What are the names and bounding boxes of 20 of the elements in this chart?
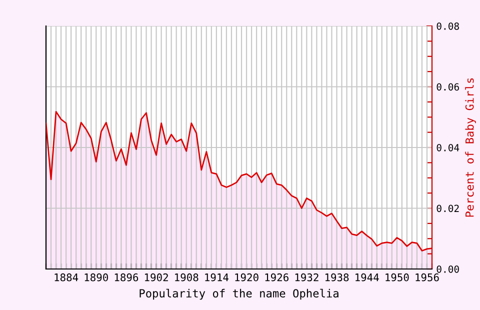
x-tick-label: 1908: [175, 273, 198, 282]
x-tick-label: 1938: [325, 273, 349, 282]
x-tick-label: 1944: [356, 273, 379, 282]
x-tick-label: 1896: [114, 273, 138, 282]
x-tick-label: 1950: [386, 273, 409, 282]
y-tick-label: 0.02: [436, 204, 459, 212]
x-axis-title: Popularity of the name Ophelia: [140, 288, 338, 300]
x-tick-label: 1926: [265, 273, 288, 282]
y-axis-title: Percent of Baby Girls: [465, 78, 476, 217]
y-tick-label: 0.00: [436, 266, 459, 273]
x-tick-label: 1890: [84, 273, 108, 282]
x-tick-label: 1920: [235, 273, 258, 282]
y-tick-label: 0.06: [436, 83, 459, 91]
y-tick-label: 0.04: [436, 144, 460, 152]
x-tick-label: 1914: [205, 273, 228, 282]
x-tick-label: 1956: [416, 273, 439, 282]
x-tick-label: 1932: [295, 273, 318, 282]
y-tick-label: 0.08: [436, 22, 459, 30]
x-tick-label: 1884: [54, 273, 78, 282]
x-tick-label: 1902: [144, 273, 168, 282]
